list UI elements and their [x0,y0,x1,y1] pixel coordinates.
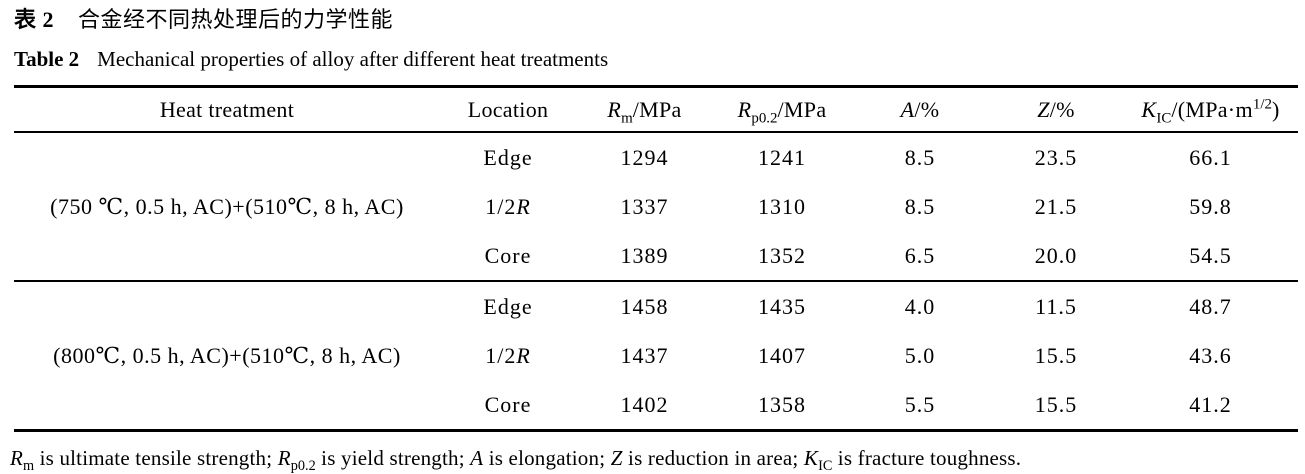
location-cell: Edge [483,144,533,170]
z-cell: 15.5 [1034,342,1078,368]
table-header-row: Heat treatment Location Rm/MPa Rp0.2/MPa… [14,87,1298,132]
location-cell: Edge [483,293,533,319]
table-row: 1/2R 1337 1310 8.5 21.5 59.8 [14,182,1298,231]
treatment-group-800: (800℃, 0.5 h, AC)+(510℃, 8 h, AC) Edge 1… [14,281,1298,431]
col-header-kic: KIC/(MPa·m1/2) [1141,96,1280,126]
rp02-cell: 1407 [758,342,806,368]
table-caption-zh: 表 2 合金经不同热处理后的力学性能 [14,8,1298,32]
rp02-cell: 1310 [758,193,806,219]
rp02-cell: 1352 [758,242,806,268]
table-row: (750 ℃, 0.5 h, AC)+(510℃, 8 h, AC) Edge … [14,132,1298,219]
a-cell: 8.5 [904,193,936,219]
table-row: (800℃, 0.5 h, AC)+(510℃, 8 h, AC) Edge 1… [14,281,1298,368]
location-cell: 1/2R [485,342,531,368]
z-cell: 23.5 [1034,144,1078,170]
location-cell: Core [484,242,532,268]
location-cell: 1/2R [485,193,531,219]
table-caption-zh-label: 表 2 [14,7,55,32]
table-caption-en-title: Mechanical properties of alloy after dif… [97,47,609,71]
treatment-group-750: (750 ℃, 0.5 h, AC)+(510℃, 8 h, AC) Edge … [14,132,1298,281]
table-caption-zh-title: 合金经不同热处理后的力学性能 [78,7,394,32]
kic-cell: 41.2 [1189,391,1232,417]
a-cell: 5.0 [904,342,936,368]
rm-cell: 1437 [620,342,669,368]
z-cell: 11.5 [1035,293,1077,319]
table-footnote: Rm is ultimate tensile strength; Rp0.2 i… [10,446,1022,474]
rm-cell: 1458 [620,293,669,319]
rp02-cell: 1358 [758,391,806,417]
col-header-z: Z/% [1037,96,1075,122]
a-cell: 5.5 [904,391,936,417]
rm-cell: 1337 [620,193,669,219]
a-cell: 4.0 [904,293,936,319]
col-header-rp02: Rp0.2/MPa [737,96,827,126]
col-header-a: A/% [900,96,940,122]
a-cell: 8.5 [904,144,936,170]
col-header-rm: Rm/MPa [607,96,682,126]
z-cell: 21.5 [1034,193,1078,219]
heat-treatment-cell: (750 ℃, 0.5 h, AC)+(510℃, 8 h, AC) [50,193,404,219]
table-row: Core 1402 1358 5.5 15.5 41.2 [14,380,1298,431]
kic-cell: 48.7 [1189,293,1232,319]
location-cell: Core [484,391,532,417]
rp02-cell: 1241 [758,144,806,170]
heat-treatment-cell: (800℃, 0.5 h, AC)+(510℃, 8 h, AC) [53,342,401,368]
table-caption-en: Table 2 Mechanical properties of alloy af… [14,47,1298,71]
col-header-heat-treatment: Heat treatment [159,96,295,122]
table-row: 1/2R 1437 1407 5.0 15.5 43.6 [14,331,1298,380]
kic-cell: 59.8 [1189,193,1232,219]
rm-cell: 1389 [620,242,669,268]
rm-cell: 1402 [620,391,669,417]
z-cell: 15.5 [1034,391,1078,417]
col-header-location: Location [467,96,549,122]
a-cell: 6.5 [904,242,936,268]
kic-cell: 66.1 [1189,144,1232,170]
table-row: Core 1389 1352 6.5 20.0 54.5 [14,231,1298,281]
rm-cell: 1294 [620,144,669,170]
kic-cell: 54.5 [1189,242,1232,268]
table-caption-en-label: Table 2 [14,47,80,71]
rp02-cell: 1435 [758,293,806,319]
z-cell: 20.0 [1034,242,1078,268]
kic-cell: 43.6 [1189,342,1232,368]
mechanical-properties-table: Heat treatment Location Rm/MPa Rp0.2/MPa… [14,85,1298,432]
